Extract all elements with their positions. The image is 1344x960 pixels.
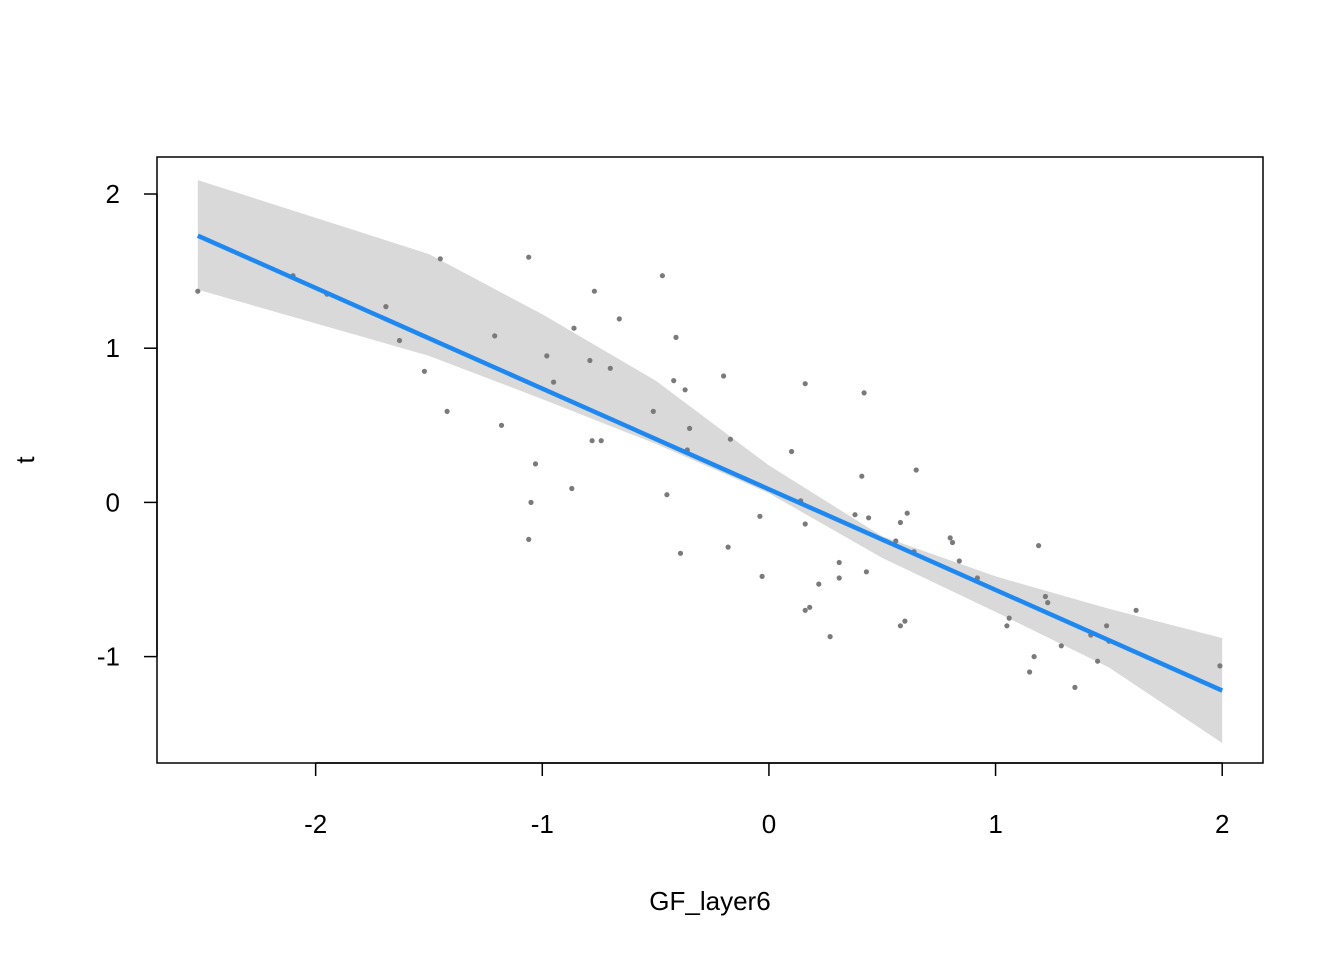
data-point: [904, 510, 910, 516]
data-point: [498, 422, 505, 428]
y-tick-label: -1: [97, 642, 120, 672]
data-point: [721, 373, 727, 379]
data-point: [1006, 615, 1012, 621]
data-point: [396, 337, 403, 344]
y-axis-label: t: [10, 456, 40, 464]
data-point: [947, 535, 953, 541]
data-point: [528, 499, 534, 505]
data-point: [759, 573, 765, 580]
data-point: [1004, 623, 1010, 629]
data-point: [1058, 643, 1064, 649]
data-point: [383, 304, 389, 310]
data-point: [913, 467, 919, 473]
data-point: [816, 581, 822, 587]
data-point: [421, 368, 427, 374]
data-point: [757, 513, 763, 519]
data-point: [526, 536, 532, 543]
data-point: [897, 623, 904, 629]
data-point: [893, 538, 899, 544]
data-point: [544, 353, 550, 359]
y-tick-label: 2: [106, 179, 120, 209]
data-point: [587, 357, 593, 364]
data-point: [1133, 607, 1139, 613]
data-point: [859, 473, 865, 479]
data-point: [492, 333, 498, 339]
data-point: [526, 254, 532, 260]
data-point: [650, 408, 656, 414]
x-tick-label: 0: [762, 809, 776, 839]
data-point: [1104, 623, 1110, 629]
data-point: [571, 325, 577, 331]
data-point: [437, 256, 443, 262]
data-point: [789, 448, 795, 455]
data-point: [532, 461, 539, 467]
data-point: [852, 512, 858, 518]
data-point: [591, 288, 598, 294]
x-tick-label: -2: [304, 809, 327, 839]
y-axis: -1 0 1 2: [97, 179, 158, 672]
data-point: [949, 539, 956, 546]
data-point: [863, 569, 870, 575]
x-tick-label: -1: [531, 809, 554, 839]
data-point: [836, 575, 842, 581]
data-point: [616, 316, 622, 322]
data-point: [682, 387, 688, 393]
data-point: [1217, 663, 1223, 669]
y-tick-label: 0: [106, 487, 120, 517]
data-point: [866, 515, 872, 521]
data-point: [1095, 658, 1101, 664]
data-point: [664, 492, 670, 498]
fit-line-layer: [196, 233, 1224, 693]
data-point: [1027, 669, 1033, 675]
data-point: [1031, 654, 1037, 660]
data-point: [956, 558, 962, 564]
data-point: [827, 634, 833, 640]
data-point: [589, 438, 595, 444]
data-point: [725, 544, 731, 550]
data-point: [671, 378, 677, 384]
data-point: [598, 438, 604, 444]
x-axis: -2 -1 0 1 2: [304, 762, 1229, 839]
data-point: [802, 607, 808, 613]
data-point: [551, 379, 557, 385]
data-point: [607, 365, 613, 371]
data-point: [897, 519, 904, 526]
data-point: [1042, 593, 1048, 600]
data-point: [659, 273, 666, 279]
data-point: [569, 485, 575, 492]
data-point: [861, 390, 867, 396]
data-point: [802, 381, 808, 387]
data-point: [902, 618, 908, 624]
y-tick-label: 1: [106, 333, 120, 363]
data-point: [1072, 684, 1078, 691]
x-tick-label: 2: [1215, 809, 1229, 839]
fit-line: [196, 233, 1224, 693]
data-point: [836, 559, 842, 566]
data-point: [444, 408, 450, 414]
data-point: [802, 521, 808, 527]
data-point: [677, 550, 684, 556]
x-tick-label: 1: [988, 809, 1002, 839]
data-point: [687, 425, 693, 431]
data-point: [195, 288, 201, 294]
data-point: [807, 604, 813, 610]
data-point: [1045, 600, 1051, 606]
data-point: [727, 436, 734, 442]
x-axis-label: GF_layer6: [649, 886, 770, 916]
data-point: [673, 334, 679, 340]
data-point: [1036, 543, 1042, 549]
